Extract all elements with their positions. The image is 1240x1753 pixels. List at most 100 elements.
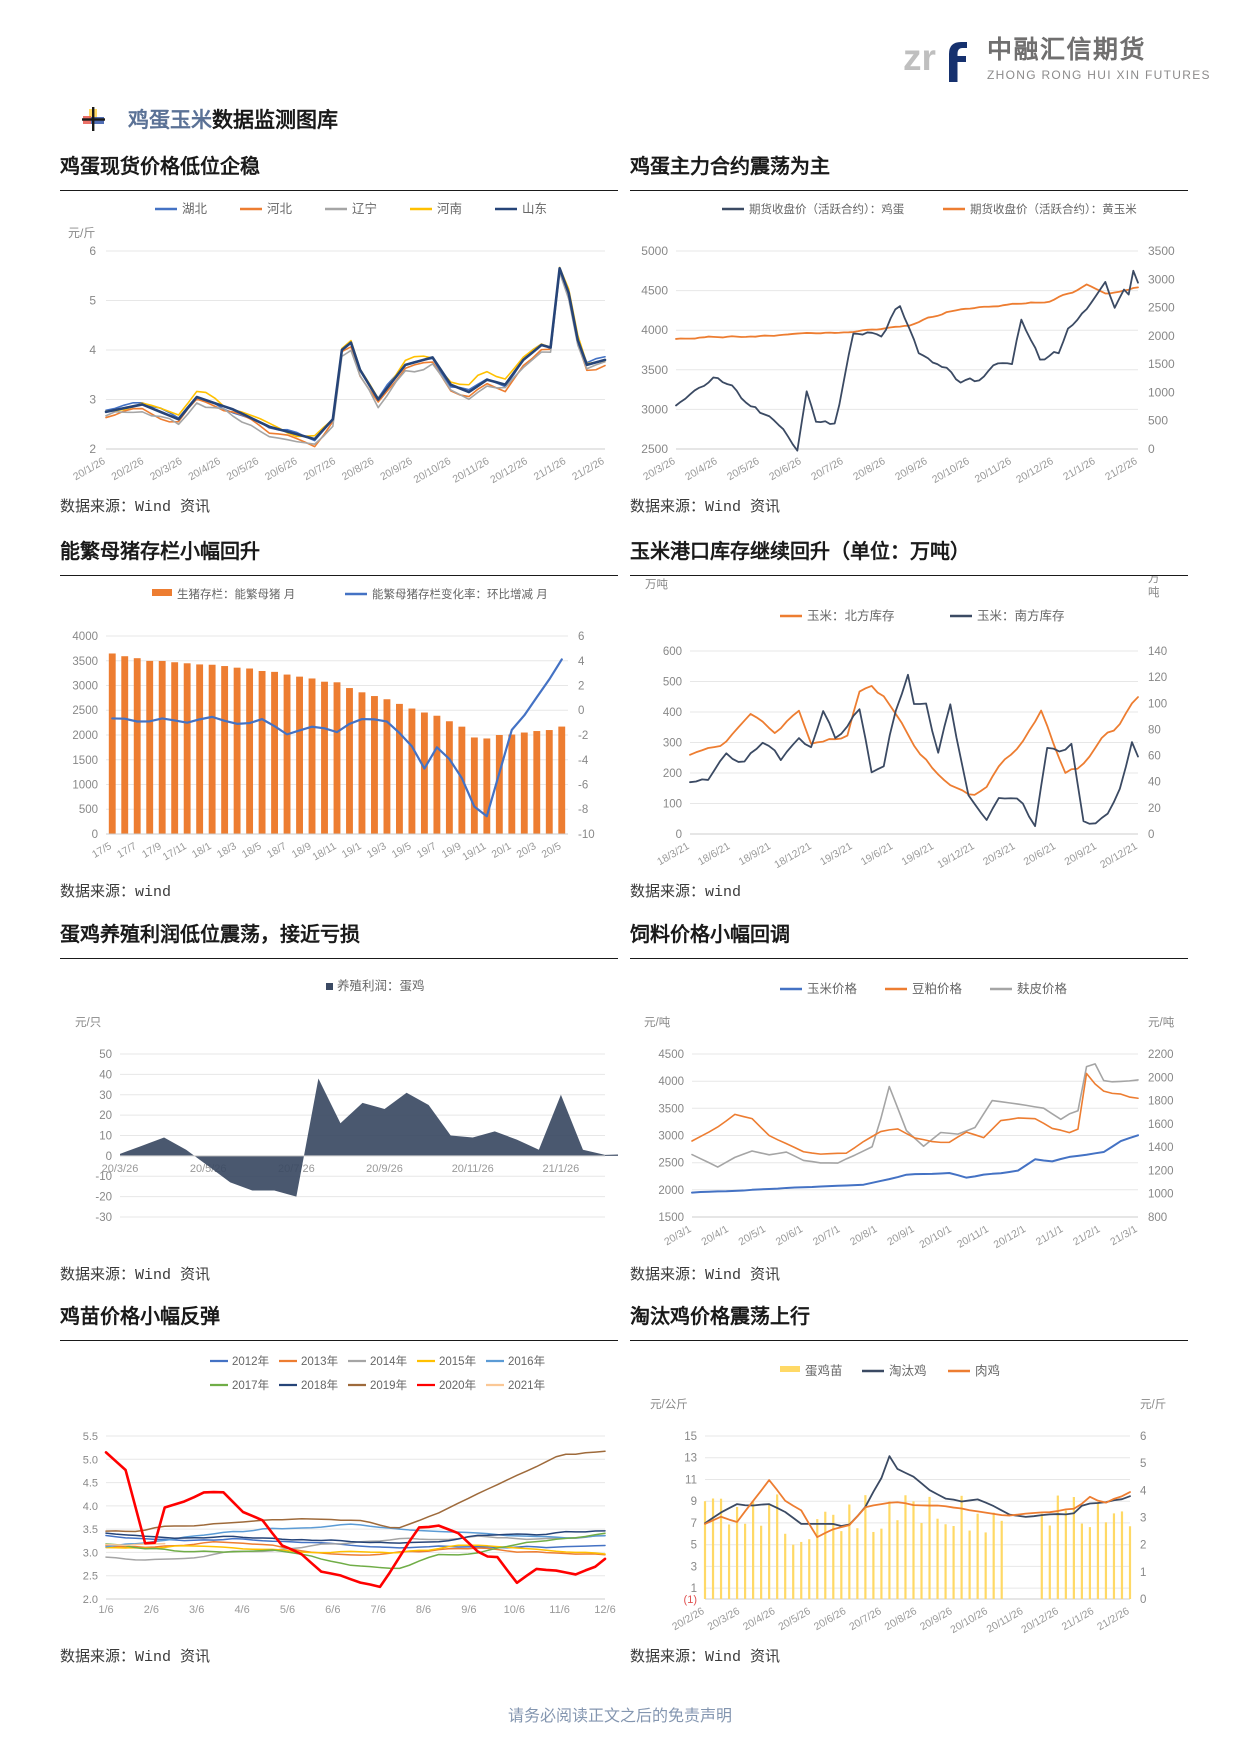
svg-text:麸皮价格: 麸皮价格 — [1017, 981, 1068, 996]
svg-text:20/5/26: 20/5/26 — [725, 455, 761, 483]
svg-text:-10: -10 — [578, 829, 595, 841]
svg-text:19/9/21: 19/9/21 — [900, 840, 936, 868]
svg-text:20/3: 20/3 — [515, 840, 539, 861]
svg-text:河北: 河北 — [267, 202, 293, 216]
svg-text:20/5/26: 20/5/26 — [225, 455, 261, 483]
svg-text:2015年: 2015年 — [439, 1354, 476, 1368]
svg-text:120: 120 — [1148, 672, 1167, 684]
svg-text:3500: 3500 — [641, 363, 668, 377]
svg-text:zr: zr — [903, 37, 936, 78]
svg-text:4.0: 4.0 — [83, 1501, 98, 1513]
svg-text:2500: 2500 — [641, 442, 668, 456]
svg-text:20/8/26: 20/8/26 — [340, 455, 376, 483]
svg-text:9/6: 9/6 — [461, 1604, 476, 1616]
svg-text:10: 10 — [99, 1131, 112, 1143]
svg-text:10/6: 10/6 — [504, 1604, 525, 1616]
svg-text:21/2/26: 21/2/26 — [1103, 455, 1139, 483]
svg-text:1500: 1500 — [72, 755, 98, 767]
svg-text:20/6/26: 20/6/26 — [263, 455, 299, 483]
svg-text:19/1: 19/1 — [340, 840, 364, 861]
svg-text:-20: -20 — [95, 1192, 112, 1204]
svg-text:300: 300 — [663, 738, 682, 750]
svg-text:-4: -4 — [578, 755, 589, 767]
svg-text:蛋鸡苗: 蛋鸡苗 — [805, 1363, 843, 1378]
svg-text:3000: 3000 — [658, 1131, 684, 1143]
svg-text:19/7: 19/7 — [415, 840, 439, 861]
svg-text:20/11/1: 20/11/1 — [955, 1223, 991, 1251]
svg-text:20/3/26: 20/3/26 — [102, 1163, 139, 1175]
svg-text:2012年: 2012年 — [232, 1354, 269, 1368]
svg-text:3500: 3500 — [658, 1103, 684, 1115]
svg-text:2014年: 2014年 — [370, 1354, 407, 1368]
svg-text:40: 40 — [1148, 777, 1161, 789]
svg-text:21/1/1: 21/1/1 — [1034, 1223, 1065, 1248]
svg-text:养殖利润：蛋鸡: 养殖利润：蛋鸡 — [337, 978, 425, 993]
svg-text:0: 0 — [106, 1151, 112, 1163]
svg-text:19/9: 19/9 — [440, 840, 464, 861]
svg-text:2021年: 2021年 — [508, 1378, 545, 1392]
svg-text:5: 5 — [89, 294, 96, 308]
svg-text:河南: 河南 — [437, 201, 462, 216]
svg-text:17/5: 17/5 — [90, 840, 114, 861]
svg-text:20/8/1: 20/8/1 — [848, 1223, 879, 1248]
svg-text:6: 6 — [578, 631, 584, 643]
svg-text:20/11/26: 20/11/26 — [973, 455, 1014, 486]
svg-text:3000: 3000 — [1148, 272, 1175, 286]
svg-text:17/9: 17/9 — [140, 840, 164, 861]
svg-text:21/3/1: 21/3/1 — [1108, 1223, 1139, 1248]
svg-text:元/斤: 元/斤 — [68, 226, 95, 240]
svg-text:3: 3 — [89, 393, 96, 407]
svg-text:4500: 4500 — [641, 284, 668, 298]
svg-text:20/10/1: 20/10/1 — [917, 1223, 953, 1251]
svg-text:4: 4 — [1140, 1485, 1147, 1497]
svg-text:能繁母猪存栏变化率：环比增减 月: 能繁母猪存栏变化率：环比增减 月 — [372, 587, 548, 601]
svg-text:2016年: 2016年 — [508, 1354, 545, 1368]
svg-text:20/10/26: 20/10/26 — [948, 1605, 990, 1636]
svg-text:18/9: 18/9 — [290, 840, 314, 861]
svg-text:21/1/26: 21/1/26 — [1061, 455, 1097, 483]
svg-text:40: 40 — [99, 1069, 112, 1081]
svg-text:20/5/26: 20/5/26 — [776, 1605, 812, 1633]
svg-text:1600: 1600 — [1148, 1119, 1174, 1131]
svg-text:19/11: 19/11 — [460, 840, 488, 863]
svg-text:2000: 2000 — [1148, 1072, 1174, 1084]
svg-text:500: 500 — [1148, 414, 1168, 428]
svg-text:0: 0 — [1140, 1594, 1146, 1606]
svg-text:20/4/26: 20/4/26 — [186, 455, 222, 483]
svg-text:2000: 2000 — [1148, 329, 1175, 343]
svg-text:元/只: 元/只 — [75, 1017, 101, 1029]
svg-text:18/5: 18/5 — [240, 840, 264, 861]
svg-text:2: 2 — [89, 442, 96, 456]
svg-text:11/6: 11/6 — [549, 1604, 570, 1616]
svg-text:9: 9 — [691, 1496, 697, 1508]
svg-text:吨: 吨 — [1148, 586, 1160, 599]
svg-text:20/8/26: 20/8/26 — [851, 455, 887, 483]
svg-text:2500: 2500 — [72, 705, 98, 717]
svg-text:期货收盘价（活跃合约）：鸡蛋: 期货收盘价（活跃合约）：鸡蛋 — [749, 202, 905, 216]
svg-text:21/2/26: 21/2/26 — [1095, 1605, 1131, 1633]
svg-text:21/1/26: 21/1/26 — [543, 1163, 580, 1175]
svg-text:淘汰鸡: 淘汰鸡 — [889, 1363, 927, 1378]
svg-text:20/10/26: 20/10/26 — [412, 455, 454, 486]
svg-text:2: 2 — [578, 681, 584, 693]
svg-text:4/6: 4/6 — [234, 1604, 249, 1616]
svg-text:20/7/1: 20/7/1 — [811, 1223, 842, 1248]
svg-text:13: 13 — [684, 1453, 697, 1465]
svg-text:3000: 3000 — [72, 681, 98, 693]
svg-text:3/6: 3/6 — [189, 1604, 204, 1616]
svg-text:0: 0 — [92, 829, 98, 841]
svg-text:20: 20 — [1148, 803, 1161, 815]
svg-text:20/12/26: 20/12/26 — [488, 455, 530, 486]
svg-text:800: 800 — [1148, 1212, 1167, 1224]
svg-text:0: 0 — [676, 829, 682, 841]
svg-text:万: 万 — [1148, 576, 1160, 585]
svg-text:2.0: 2.0 — [83, 1594, 98, 1606]
svg-text:5: 5 — [691, 1540, 697, 1552]
svg-text:玉米：南方库存: 玉米：南方库存 — [977, 608, 1065, 623]
svg-text:4: 4 — [578, 656, 585, 668]
svg-text:0: 0 — [578, 705, 584, 717]
svg-text:4: 4 — [89, 343, 96, 357]
svg-text:60: 60 — [1148, 751, 1161, 763]
svg-text:4000: 4000 — [658, 1076, 684, 1088]
svg-text:山东: 山东 — [522, 202, 547, 216]
